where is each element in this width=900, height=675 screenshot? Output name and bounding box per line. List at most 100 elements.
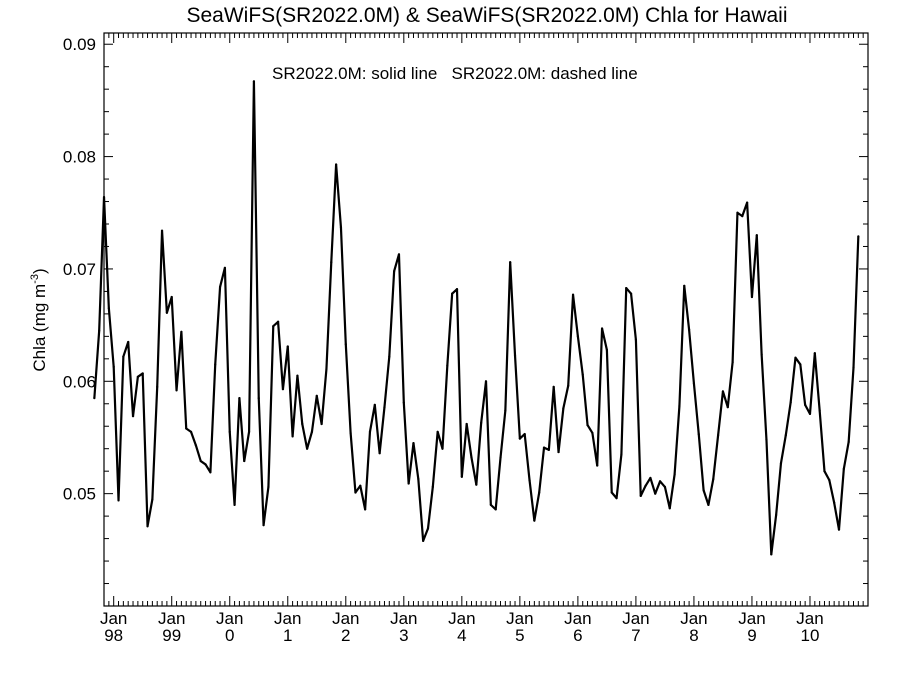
data-point [368, 430, 372, 433]
data-point [310, 430, 314, 433]
x-tick-label-month: Jan [216, 609, 243, 628]
y-axis-label-main: Chla (mg m [30, 284, 49, 372]
y-axis-label-close: ) [30, 268, 49, 274]
data-point [156, 385, 159, 389]
data-point [276, 320, 280, 323]
x-tick-label-month: Jan [506, 609, 533, 628]
y-tick-label: 0.06 [63, 372, 96, 391]
data-point [687, 328, 691, 331]
data-point [804, 403, 807, 406]
data-point [204, 463, 207, 466]
data-point [286, 345, 289, 348]
x-tick-label-year: 9 [747, 626, 756, 645]
x-tick-label-year: 10 [801, 626, 820, 645]
data-point [291, 435, 294, 438]
data-point [813, 352, 816, 355]
data-point [692, 382, 696, 385]
data-point [320, 422, 323, 426]
x-tick-label-year: 98 [104, 626, 123, 645]
data-point [678, 404, 681, 408]
data-point [576, 335, 579, 338]
x-tick-label-month: Jan [448, 609, 475, 628]
data-point [717, 434, 720, 437]
data-point [209, 471, 212, 474]
x-tick-label-year: 1 [283, 626, 292, 645]
series-layer [93, 80, 860, 556]
data-point [218, 285, 222, 289]
data-point [315, 394, 318, 397]
data-point [489, 503, 492, 506]
data-point [281, 388, 285, 391]
data-point [451, 292, 454, 295]
data-point [600, 327, 604, 330]
data-point [170, 295, 173, 299]
data-point [470, 456, 473, 459]
data-point [663, 485, 667, 489]
data-point [518, 437, 521, 440]
data-point [475, 483, 478, 486]
data-point [736, 211, 739, 214]
data-point [436, 430, 439, 433]
data-point [228, 430, 231, 433]
data-point [426, 527, 430, 530]
data-point [639, 494, 642, 497]
x-tick-label-month: Jan [564, 609, 591, 628]
data-point [393, 270, 396, 273]
data-point [165, 311, 168, 314]
data-point [252, 80, 256, 83]
data-point [296, 374, 299, 377]
data-point [509, 261, 512, 264]
data-point [828, 479, 831, 482]
data-point [538, 491, 541, 494]
data-point [180, 330, 183, 333]
x-tick-label-month: Jan [158, 609, 185, 628]
data-point [359, 484, 362, 487]
data-point [238, 397, 241, 400]
data-point [702, 489, 705, 492]
data-point [837, 528, 841, 531]
data-point [373, 403, 376, 406]
data-point [649, 476, 652, 480]
x-tick-label-month: Jan [332, 609, 359, 628]
data-point [325, 367, 328, 371]
data-point [465, 422, 468, 426]
data-point [615, 497, 618, 500]
data-point [214, 363, 217, 366]
data-point [668, 507, 671, 510]
x-tick-label-year: 99 [162, 626, 181, 645]
data-point [755, 234, 758, 237]
data-point [422, 539, 425, 542]
y-tick-label: 0.09 [63, 35, 96, 54]
data-point [335, 163, 338, 166]
data-point [542, 446, 546, 449]
data-point [658, 480, 662, 483]
data-point [98, 329, 101, 332]
data-point [306, 447, 309, 450]
data-point [852, 366, 855, 369]
data-point [339, 226, 343, 229]
data-point [407, 482, 410, 485]
data-point [586, 424, 589, 427]
data-point [707, 503, 710, 506]
data-point [480, 421, 483, 424]
data-point [175, 389, 178, 392]
data-point [833, 501, 836, 504]
data-point [127, 340, 130, 344]
data-point [412, 441, 415, 445]
data-point [388, 355, 391, 358]
x-tick-label-year: 0 [225, 626, 234, 645]
data-point [267, 485, 270, 489]
data-point [794, 356, 797, 359]
data-point [654, 492, 657, 495]
x-tick-label-month: Jan [622, 609, 649, 628]
data-point [112, 365, 115, 368]
data-point [243, 459, 246, 463]
data-point [441, 447, 444, 450]
x-tick-label-month: Jan [738, 609, 765, 628]
legend-annotation: SR2022.0M: solid line SR2022.0M: dashed … [272, 64, 638, 83]
y-tick-label: 0.05 [63, 485, 96, 504]
x-tick-label-month: Jan [680, 609, 707, 628]
data-point [397, 253, 401, 256]
data-point [136, 375, 139, 378]
data-point [402, 401, 405, 404]
